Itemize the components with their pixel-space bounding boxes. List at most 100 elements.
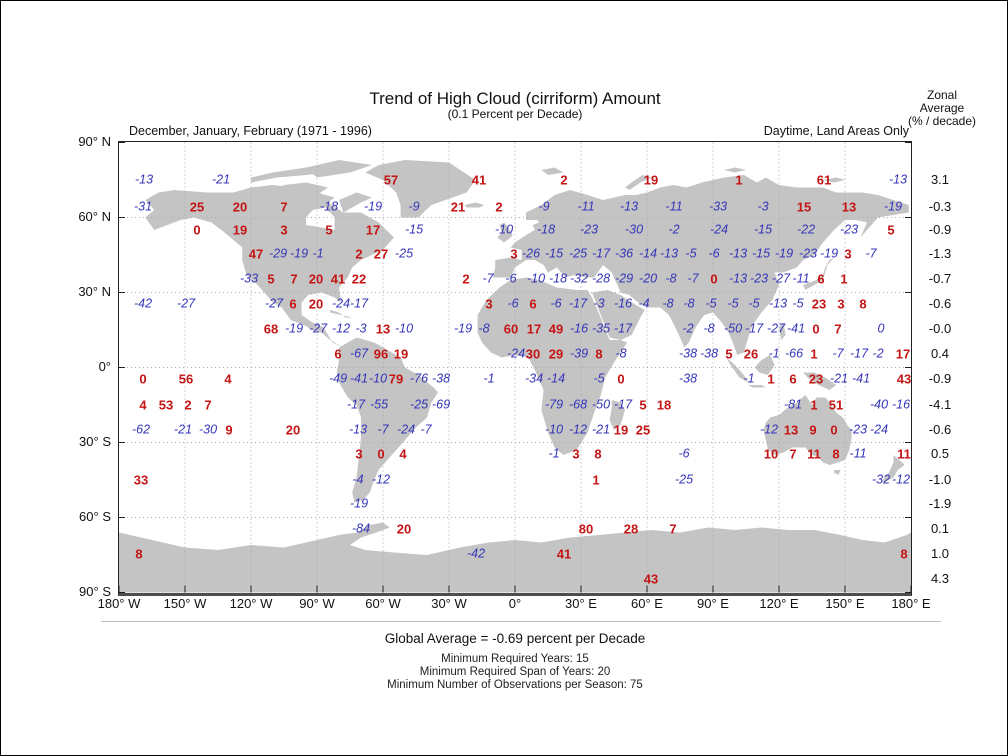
landmass (724, 167, 746, 173)
map-value: 5 (639, 397, 647, 413)
min-obs-label: Minimum Number of Observations per Seaso… (387, 679, 643, 691)
map-value: 23 (808, 371, 824, 387)
x-axis-label: 180° E (891, 596, 931, 611)
map-value: -10 (394, 321, 414, 336)
map-value: -13 (728, 271, 748, 286)
map-value: 5 (725, 346, 733, 362)
landmass (803, 257, 834, 290)
map-value: -10 (494, 222, 514, 237)
map-value: 6 (289, 296, 297, 312)
map-value: 13 (783, 422, 799, 438)
min-span-label: Minimum Required Span of Years: 20 (419, 666, 611, 678)
map-value: 3 (510, 246, 518, 262)
map-value: -41 (786, 321, 806, 336)
map-value: 19 (643, 172, 659, 188)
x-axis-label: 60° E (631, 596, 663, 611)
map-value: -15 (544, 246, 564, 261)
map-value: -2 (668, 222, 680, 237)
map-value: -1 (483, 371, 495, 386)
map-value: 2 (355, 246, 363, 262)
map-value: -13 (348, 422, 368, 437)
zonal-average-value: -0.3 (928, 199, 952, 214)
x-axis-label: 120° E (759, 596, 799, 611)
map-value: 7 (669, 521, 677, 537)
zonal-average-value: -4.1 (928, 397, 952, 412)
map-value: -21 (173, 422, 193, 437)
landmass (754, 355, 775, 375)
landmass (625, 175, 652, 190)
landmass (834, 470, 841, 475)
map-value: 7 (834, 321, 842, 337)
map-value: 2 (560, 172, 568, 188)
map-value: -17 (613, 397, 633, 412)
map-value: 11 (807, 446, 821, 462)
map-value: 20 (232, 199, 248, 215)
map-value: 53 (158, 397, 174, 413)
map-value: -5 (705, 296, 717, 311)
map-value: -5 (748, 296, 760, 311)
map-value: -19 (363, 199, 383, 214)
zonal-average-value: -0.6 (928, 296, 952, 311)
map-value: -1 (768, 346, 780, 361)
map-value: -19 (289, 246, 309, 261)
zonal-average-value: 0.5 (930, 446, 950, 461)
map-value: -38 (699, 346, 719, 361)
map-value: -3 (593, 296, 605, 311)
map-value: -18 (548, 271, 568, 286)
map-value: -4 (352, 472, 364, 487)
map-value: 49 (548, 321, 564, 337)
map-value: 10 (763, 446, 779, 462)
figure-title: Trend of High Cloud (cirriform) Amount (369, 89, 661, 108)
map-value: 8 (594, 446, 602, 462)
map-value: 18 (656, 397, 672, 413)
map-value: -7 (482, 271, 494, 286)
map-value: -6 (550, 296, 562, 311)
map-value: 3 (844, 246, 852, 262)
landmass (330, 310, 353, 318)
landmass (339, 192, 372, 213)
landmass (493, 175, 909, 355)
map-value: -2 (872, 346, 884, 361)
plot-area: -13 -21 57 41 2 19 1 61 -13 -31 25 20 7 -18 -19 -9 21 2 -9… (118, 141, 912, 596)
map-value: 2 (495, 199, 503, 215)
map-value: -19 (819, 246, 839, 261)
map-value: -27 (308, 321, 328, 336)
map-value: -12 (891, 472, 911, 487)
map-value: 30 (525, 346, 541, 362)
map-value: 7 (204, 397, 212, 413)
map-value: -8 (665, 271, 677, 286)
x-axis-label: 180° W (97, 596, 141, 611)
map-value: -10 (526, 271, 546, 286)
map-value: 7 (789, 446, 797, 462)
landmass (748, 385, 766, 388)
map-value: 79 (388, 371, 404, 387)
landmass (336, 337, 438, 503)
map-value: 25 (635, 422, 651, 438)
map-value: -14 (638, 246, 658, 261)
map-value: -12 (568, 422, 588, 437)
map-value: 0 (617, 371, 625, 387)
landmass (803, 372, 837, 390)
map-value: -18 (536, 222, 556, 237)
map-value: -27 (766, 321, 786, 336)
map-value: -32 (569, 271, 589, 286)
map-value: 27 (373, 246, 389, 262)
map-value: -25 (568, 246, 588, 261)
water-body (306, 207, 335, 230)
map-value: -5 (593, 371, 605, 386)
map-value: 11 (897, 446, 911, 462)
landmass (779, 322, 786, 340)
world-map (119, 142, 911, 593)
y-axis-label: 90° S (79, 584, 111, 599)
map-value: -28 (591, 271, 611, 286)
map-value: 19 (393, 346, 409, 362)
map-value: -11 (792, 271, 810, 286)
map-value: -25 (394, 246, 414, 261)
zonal-average-value: -0.9 (928, 371, 952, 386)
map-value: -67 (349, 346, 369, 361)
map-value: -17 (613, 321, 633, 336)
map-value: -33 (239, 271, 259, 286)
map-value: 13 (375, 321, 391, 337)
map-value: -11 (665, 199, 683, 214)
map-value: -26 (521, 246, 541, 261)
